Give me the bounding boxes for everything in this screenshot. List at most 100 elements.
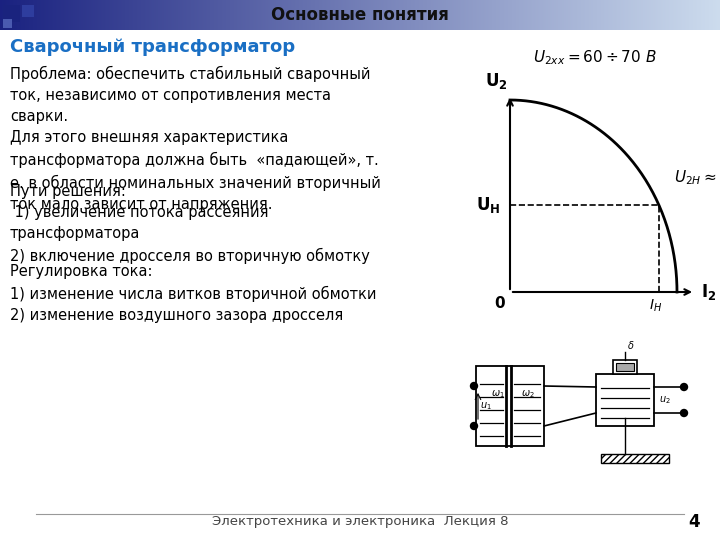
Bar	[243, 0, 244, 30]
Bar	[216, 0, 217, 30]
Bar	[341, 0, 342, 30]
Bar	[277, 0, 278, 30]
Bar	[695, 0, 696, 30]
Bar	[678, 0, 679, 30]
Bar	[552, 0, 553, 30]
Bar	[334, 0, 335, 30]
Bar	[394, 0, 395, 30]
Bar	[104, 0, 105, 30]
Bar	[64, 0, 65, 30]
Bar	[661, 0, 662, 30]
Bar	[72, 0, 73, 30]
Bar	[563, 0, 564, 30]
Bar	[331, 0, 332, 30]
Bar	[593, 0, 594, 30]
Bar	[668, 0, 669, 30]
Bar	[431, 0, 432, 30]
Bar	[586, 0, 587, 30]
Bar	[561, 0, 562, 30]
Bar	[137, 0, 138, 30]
Bar	[453, 0, 454, 30]
Bar	[45, 0, 46, 30]
Bar	[105, 0, 106, 30]
Bar	[415, 0, 416, 30]
Bar	[189, 0, 190, 30]
Bar	[25, 0, 26, 30]
Bar	[202, 0, 203, 30]
Bar	[225, 0, 226, 30]
Bar	[656, 0, 657, 30]
Bar	[186, 0, 187, 30]
Bar	[28, 0, 29, 30]
Bar	[405, 0, 406, 30]
Bar	[646, 0, 647, 30]
Bar	[599, 0, 600, 30]
Bar	[370, 0, 371, 30]
Bar	[383, 0, 384, 30]
Bar	[557, 0, 558, 30]
Bar	[285, 0, 286, 30]
Bar	[591, 0, 592, 30]
Bar	[504, 0, 505, 30]
Bar	[212, 0, 213, 30]
Bar	[456, 0, 457, 30]
Bar	[397, 0, 398, 30]
Bar	[532, 0, 533, 30]
Bar	[110, 0, 111, 30]
Bar	[378, 0, 379, 30]
Bar	[200, 0, 201, 30]
Bar	[533, 0, 534, 30]
Bar	[630, 0, 631, 30]
Bar	[40, 0, 41, 30]
Bar	[99, 0, 100, 30]
Bar	[454, 0, 455, 30]
Bar	[241, 0, 242, 30]
Bar	[6, 0, 7, 30]
Bar	[3, 5, 20, 22]
Bar	[584, 0, 585, 30]
Text: $\delta$: $\delta$	[627, 339, 634, 351]
Bar	[702, 0, 703, 30]
Bar	[367, 0, 368, 30]
Bar	[178, 0, 179, 30]
Bar	[639, 0, 640, 30]
Bar	[452, 0, 453, 30]
Bar	[349, 0, 350, 30]
Bar	[237, 0, 238, 30]
Bar	[625, 0, 626, 30]
Bar	[2, 0, 3, 30]
Bar	[566, 0, 567, 30]
Bar	[79, 0, 80, 30]
Bar	[522, 0, 523, 30]
Bar	[448, 0, 449, 30]
Bar	[667, 0, 668, 30]
Bar	[493, 0, 494, 30]
Bar	[0, 0, 1, 30]
Bar	[417, 0, 418, 30]
Bar	[209, 0, 210, 30]
Bar	[248, 0, 249, 30]
Bar	[190, 0, 191, 30]
Bar	[106, 0, 107, 30]
Bar	[585, 0, 586, 30]
Bar	[188, 0, 189, 30]
Bar	[210, 0, 211, 30]
Bar	[578, 0, 579, 30]
Bar	[520, 0, 521, 30]
Bar	[375, 0, 376, 30]
Bar	[347, 0, 348, 30]
Bar	[35, 0, 36, 30]
Bar	[611, 0, 612, 30]
Bar	[462, 0, 463, 30]
Bar	[65, 0, 66, 30]
Bar	[329, 0, 330, 30]
Bar	[691, 0, 692, 30]
Circle shape	[470, 422, 477, 429]
Bar	[601, 0, 602, 30]
Bar	[459, 0, 460, 30]
Bar	[350, 0, 351, 30]
Bar	[637, 0, 638, 30]
Bar	[44, 0, 45, 30]
Bar	[135, 0, 136, 30]
Bar	[705, 0, 706, 30]
